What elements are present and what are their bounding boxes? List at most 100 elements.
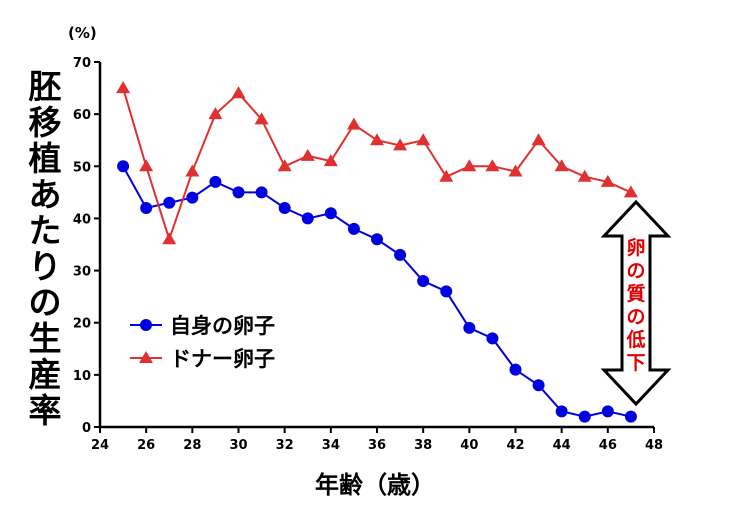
data-point — [185, 164, 200, 177]
y-axis-label-char: り — [29, 247, 62, 286]
y-axis-label-char: 生 — [29, 319, 62, 358]
data-point — [601, 405, 614, 418]
data-point — [578, 410, 591, 423]
y-tick-label: 30 — [73, 265, 91, 280]
series-own-eggs — [117, 160, 637, 423]
series — [116, 81, 638, 423]
data-point — [162, 232, 177, 245]
data-point — [140, 202, 153, 214]
data-point — [255, 186, 268, 199]
data-point — [209, 175, 222, 188]
data-point — [323, 154, 338, 167]
x-tick-label: 38 — [414, 438, 432, 453]
x-tick-label: 36 — [368, 438, 386, 453]
x-tick-label: 42 — [506, 438, 524, 453]
data-point — [393, 138, 408, 151]
y-axis-label-char: 移 — [29, 103, 62, 142]
legend-marker — [139, 351, 153, 363]
data-point — [486, 332, 499, 345]
y-tick-label: 70 — [73, 56, 91, 71]
data-point — [231, 86, 246, 99]
data-point — [347, 222, 360, 235]
data-point — [232, 186, 245, 199]
x-tick-label: 34 — [322, 438, 340, 453]
data-point — [624, 410, 637, 423]
axes: 0 10 20 30 40 50 60 70 24 26 28 30 32 34 36 38 40 42 44 46 4… — [73, 56, 663, 453]
legend-label: ドナー卵子 — [170, 347, 275, 371]
x-tick-label: 30 — [229, 438, 247, 453]
series-line — [122, 87, 632, 243]
data-point — [600, 174, 615, 187]
x-tick-label: 26 — [137, 438, 155, 453]
annotation-char: 下 — [626, 352, 645, 374]
data-point — [278, 202, 291, 214]
data-point — [277, 159, 292, 172]
data-point — [555, 405, 568, 418]
data-point — [324, 207, 337, 220]
data-point — [623, 185, 638, 198]
y-tick-label: 20 — [73, 317, 91, 332]
x-tick-label: 48 — [645, 438, 663, 453]
data-point — [554, 159, 569, 172]
data-point — [439, 169, 454, 182]
data-point — [463, 321, 476, 334]
y-axis-label-char: 産 — [29, 355, 62, 394]
y-tick-label: 0 — [82, 421, 91, 436]
x-tick-label: 46 — [599, 438, 617, 453]
x-tick-label: 32 — [276, 438, 294, 453]
data-point — [208, 107, 223, 120]
legend-item: 自身の卵子 — [130, 314, 275, 338]
data-point — [254, 112, 269, 125]
data-point — [531, 133, 546, 146]
data-point — [139, 159, 154, 172]
data-point — [346, 117, 361, 130]
x-tick-label: 28 — [183, 438, 201, 453]
x-axis-label: 年齢（歳） — [315, 471, 435, 499]
data-point — [117, 160, 130, 173]
y-tick-label: 50 — [73, 160, 91, 175]
data-point — [440, 285, 453, 298]
y-axis-label-char: あ — [29, 175, 62, 214]
x-tick-label: 40 — [460, 438, 478, 453]
legend-item: ドナー卵子 — [130, 347, 275, 371]
x-tick-label: 44 — [553, 438, 571, 453]
data-point — [416, 133, 431, 146]
y-axis-unit: (%) — [68, 24, 97, 42]
annotation-char: の — [626, 306, 645, 328]
y-tick-label: 10 — [73, 369, 91, 384]
annotation-char: 低 — [625, 328, 645, 351]
data-point — [462, 159, 477, 172]
data-point — [371, 233, 383, 246]
data-point — [577, 169, 592, 182]
data-point — [163, 196, 176, 209]
data-point — [485, 159, 500, 172]
data-point — [509, 363, 522, 376]
legend-marker — [140, 319, 152, 331]
double-arrow-annotation — [600, 199, 672, 407]
y-tick-label: 40 — [73, 212, 91, 227]
data-point — [300, 148, 315, 161]
data-point — [186, 191, 199, 204]
x-tick-label: 24 — [91, 438, 109, 453]
data-point — [370, 133, 384, 146]
y-axis-label-char: の — [29, 283, 62, 322]
y-axis-label-char: た — [29, 211, 62, 250]
data-point — [417, 275, 430, 287]
annotation-char: 質 — [626, 282, 645, 305]
data-point — [508, 164, 523, 177]
y-axis-label-char: 植 — [29, 139, 62, 178]
data-point — [301, 212, 314, 225]
y-axis-label-char: 胚 — [29, 67, 62, 106]
data-point — [532, 379, 545, 392]
y-axis-label-char: 率 — [29, 391, 62, 430]
data-point — [394, 248, 407, 261]
annotation-char: 卵 — [626, 236, 645, 259]
data-point — [116, 81, 131, 94]
annotation-char: の — [626, 260, 645, 282]
legend-label: 自身の卵子 — [170, 314, 275, 338]
series-line — [122, 165, 632, 418]
